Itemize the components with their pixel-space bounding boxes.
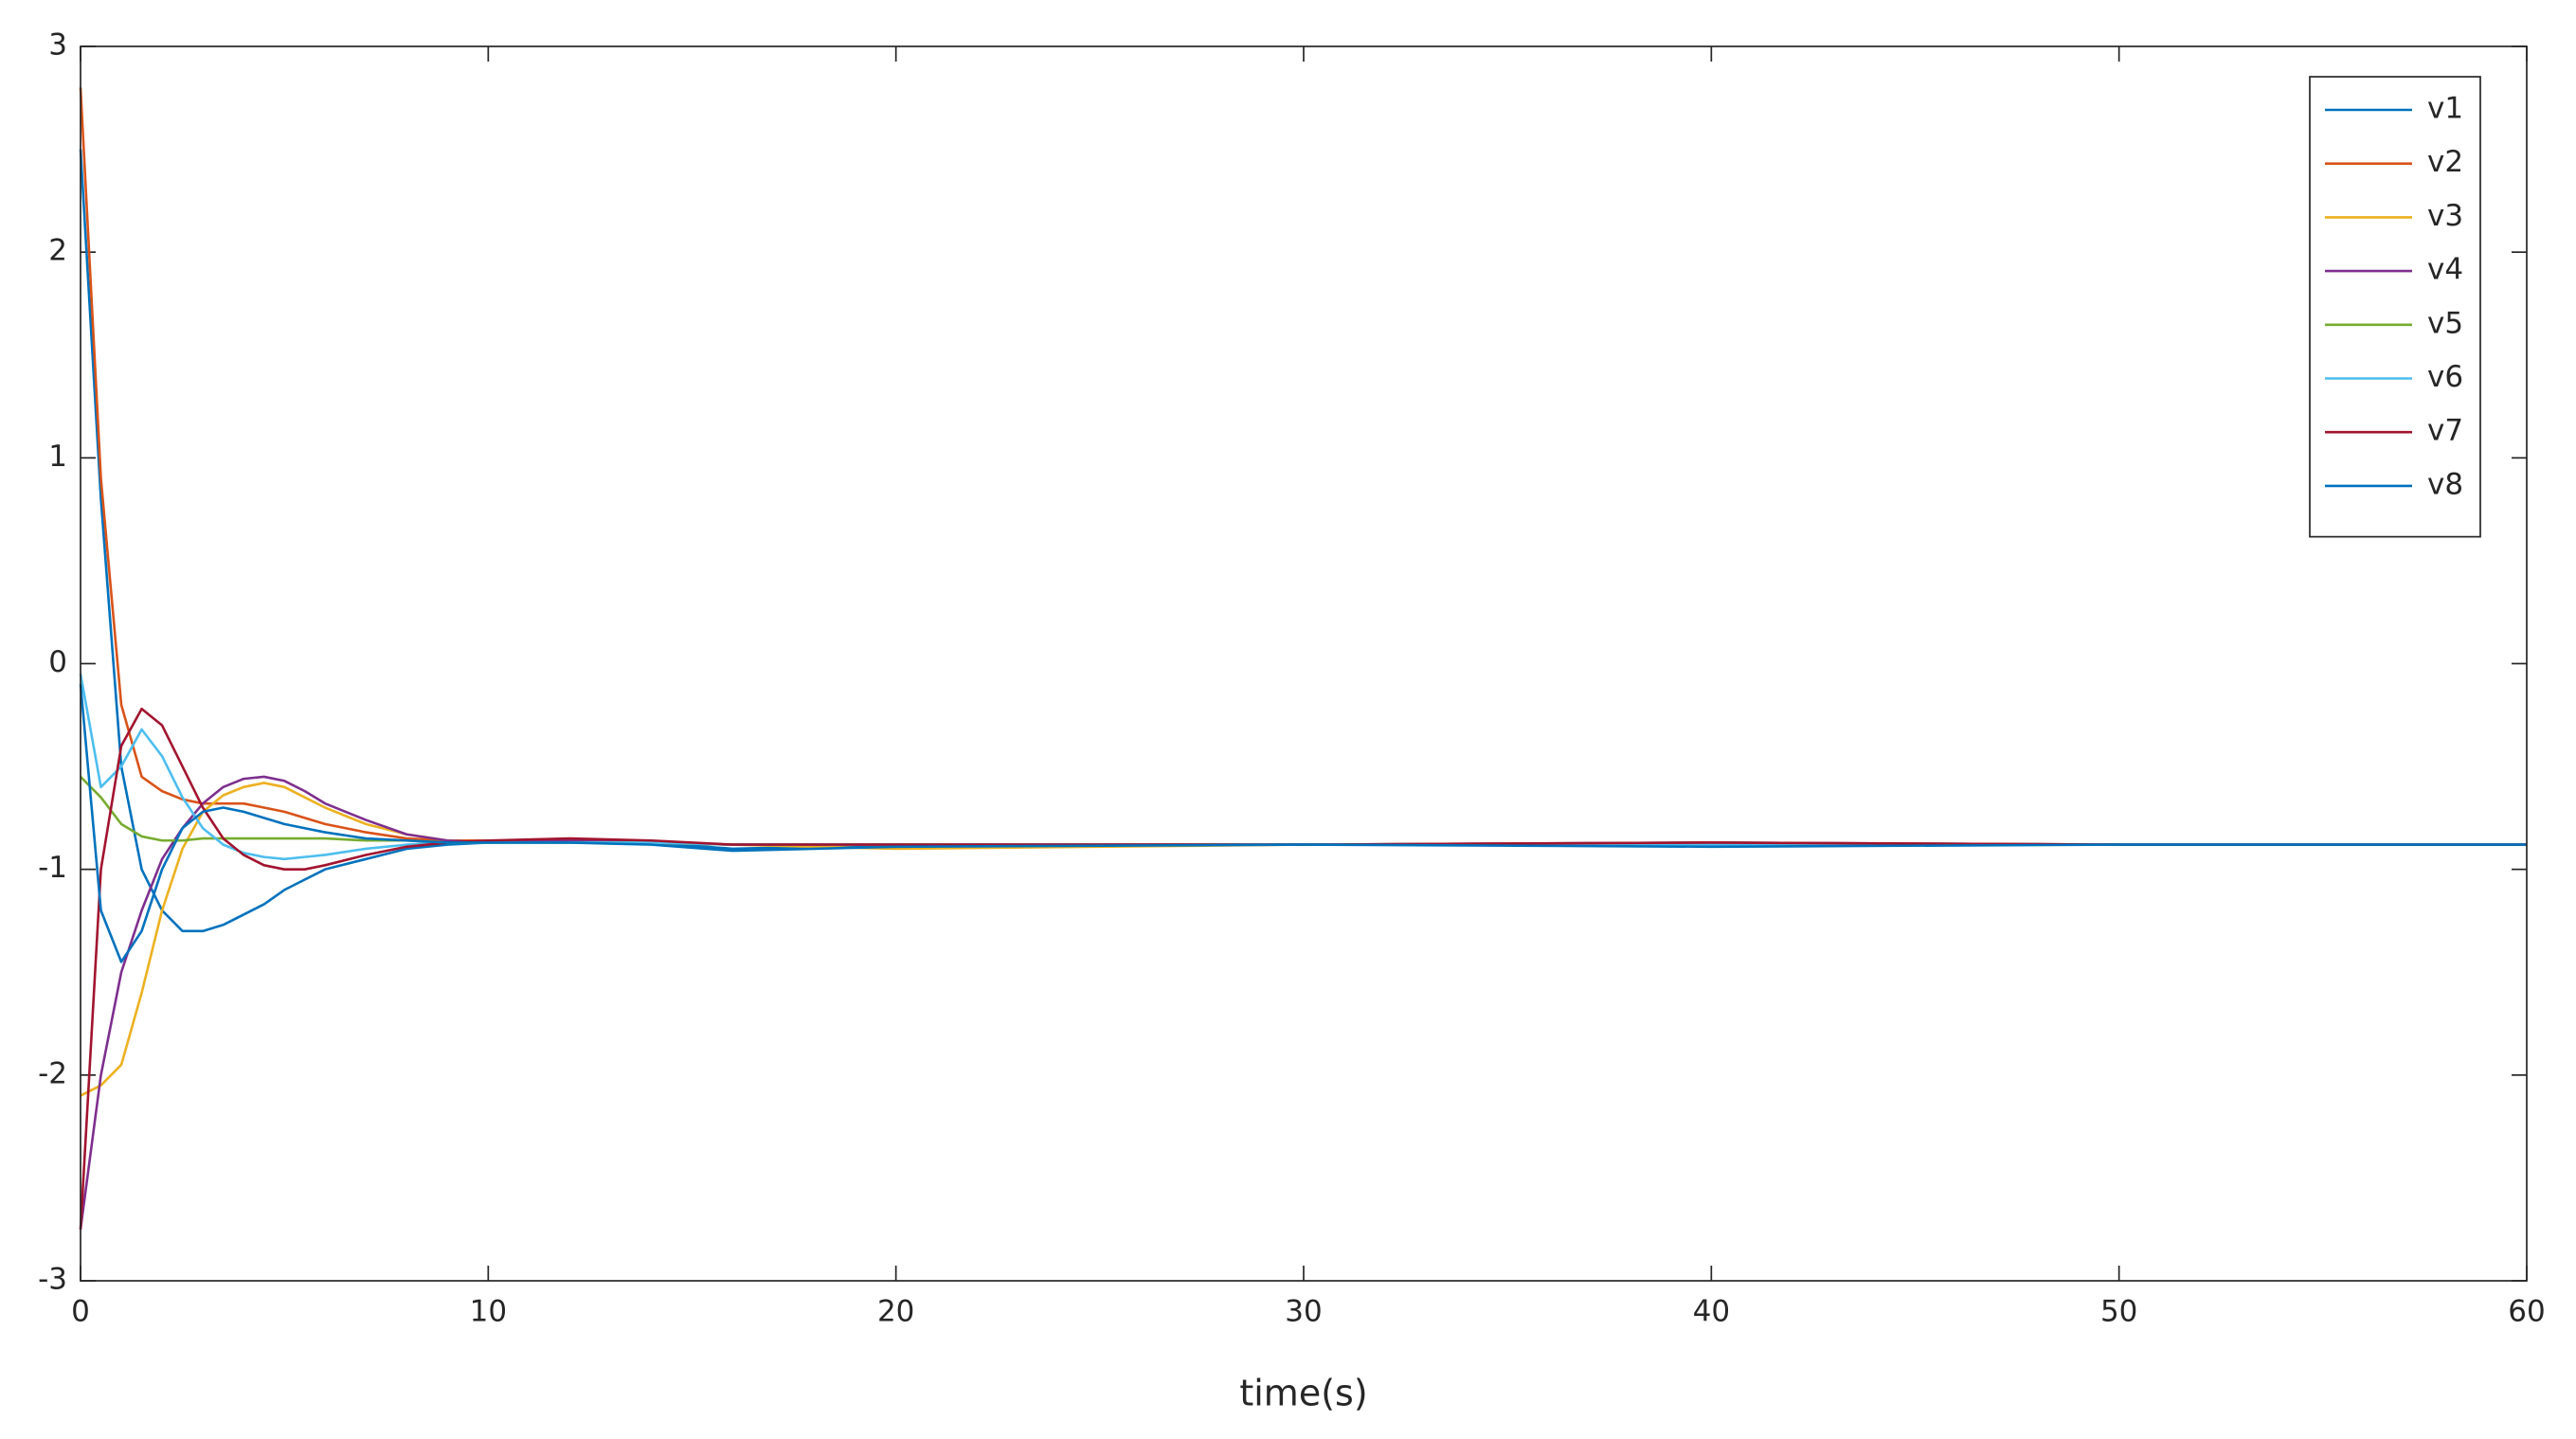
series-line xyxy=(80,782,2527,1097)
legend-box xyxy=(2309,76,2481,538)
x-tick-label: 60 xyxy=(2508,1295,2545,1329)
y-tick-label: -1 xyxy=(38,851,67,885)
y-tick-label: -2 xyxy=(38,1056,67,1090)
y-tick-label: -3 xyxy=(38,1263,67,1297)
x-tick-label: 40 xyxy=(1693,1295,1730,1329)
x-tick-label: 20 xyxy=(877,1295,914,1329)
legend-label: v8 xyxy=(2427,467,2463,501)
legend-label: v2 xyxy=(2427,145,2463,179)
y-tick-label: 0 xyxy=(48,645,67,679)
series-line xyxy=(79,684,2527,963)
series-line xyxy=(79,707,2527,1230)
x-tick-label: 10 xyxy=(470,1295,507,1329)
x-tick-label: 50 xyxy=(2100,1295,2137,1329)
legend-label: v5 xyxy=(2427,306,2463,340)
legend-label: v7 xyxy=(2427,414,2463,448)
legend-label: v4 xyxy=(2427,253,2463,287)
x-axis-label: time(s) xyxy=(1239,1373,1367,1414)
y-tick-label: 1 xyxy=(48,440,67,474)
y-tick-label: 3 xyxy=(48,28,67,63)
legend-label: v1 xyxy=(2427,92,2463,126)
legend-label: v3 xyxy=(2427,199,2463,233)
x-tick-label: 0 xyxy=(71,1295,90,1329)
plot-frame xyxy=(80,45,2528,1282)
legend-label: v6 xyxy=(2427,360,2463,394)
y-tick-label: 2 xyxy=(48,234,67,268)
x-tick-label: 30 xyxy=(1285,1295,1322,1329)
